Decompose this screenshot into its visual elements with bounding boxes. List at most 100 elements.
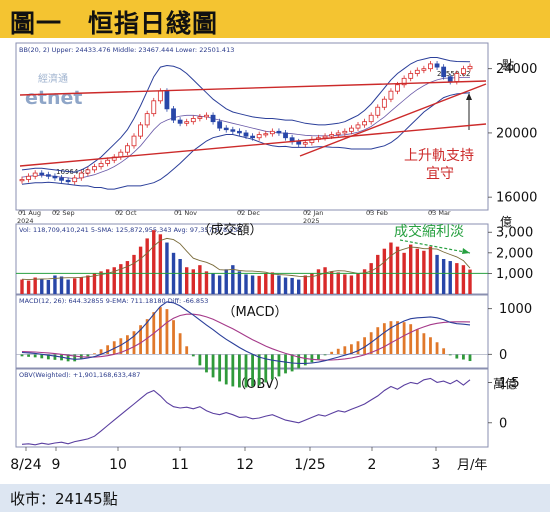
macd-histogram-bar [409, 324, 413, 355]
trend-support-line [299, 83, 487, 157]
trend-note-line1: 上升軌支持 [404, 148, 474, 164]
macd-histogram-bar [336, 348, 340, 355]
candle-body [243, 132, 249, 137]
trend-note-line2: 宜守 [426, 166, 454, 182]
candle-body [322, 135, 328, 139]
volume-info-label: Vol: 118,709,410,241 5-SMA: 125,872,955,… [19, 226, 242, 234]
volume-bar [382, 248, 387, 294]
macd-histogram-bar [40, 354, 44, 359]
candle-body [368, 114, 374, 123]
macd-histogram-bar [389, 321, 393, 355]
volume-bar [290, 277, 294, 294]
candle-body [269, 130, 275, 135]
macd-histogram-bar [462, 354, 465, 360]
candle-body [26, 175, 31, 180]
macd-histogram-bar [442, 348, 446, 355]
candle-body [296, 141, 302, 145]
volume-bar [73, 278, 77, 294]
volume-bar [336, 272, 340, 294]
macd-histogram-bar [132, 331, 136, 355]
title-bar: 圖一 恒指日綫圖 [0, 0, 550, 38]
macd-histogram-bar [402, 322, 406, 355]
volume-bar [415, 248, 419, 294]
price-xtick-label: 02 Sep [52, 209, 75, 217]
volume-bar [237, 271, 242, 294]
volume-bar [46, 280, 51, 294]
volume-bar [389, 242, 393, 294]
macd-histogram-bar [356, 341, 360, 355]
volume-bar [92, 273, 97, 294]
macd-histogram-bar [284, 354, 287, 374]
candle-body [408, 73, 414, 79]
candle-body [184, 121, 190, 124]
price-series-bb-middle [21, 76, 471, 180]
month-tick-label: 10 [109, 457, 127, 473]
candle-body [388, 90, 394, 100]
chart-canvas: 經濟通 etnet BB(20, 2) Upper: 24433.476 Mid… [10, 42, 537, 473]
candle-body [157, 90, 163, 102]
volume-bar [343, 274, 347, 294]
volume-bar [250, 275, 255, 294]
candle-body [454, 73, 460, 82]
macd-histogram-bar [363, 337, 366, 355]
macd-histogram-bar [415, 329, 419, 355]
candle-body [85, 169, 91, 174]
candle-body [447, 76, 453, 82]
volume-bar [455, 263, 459, 294]
candle-body [355, 124, 361, 129]
volume-bar [461, 265, 466, 294]
candle-body [342, 130, 348, 134]
candle-body [223, 127, 229, 131]
volume-bar [99, 271, 103, 294]
macd-histogram-bar [448, 354, 452, 356]
macd-histogram-bar [224, 354, 228, 385]
macd-histogram-bar [218, 354, 222, 382]
macd-histogram-bar [270, 354, 274, 380]
volume-sma-line [21, 237, 471, 281]
candle-body [164, 90, 170, 110]
volume-bar [277, 275, 281, 294]
macd-histogram-bar [435, 342, 439, 355]
macd-histogram-bar [264, 354, 268, 383]
macd-histogram-bar [310, 354, 314, 363]
obv-info-label: OBV(Weighted): +1,901,168,633,487 [19, 371, 140, 379]
volume-bar [428, 246, 433, 294]
volume-bar [264, 273, 268, 294]
candle-body [263, 133, 269, 136]
macd-histogram-bar [231, 354, 235, 387]
price-xtick-label: 03 Mar [428, 209, 451, 217]
volume-bar [369, 263, 373, 294]
macd-ytick-label: 0 [499, 348, 507, 363]
candle-body [105, 159, 111, 164]
macd-histogram-bar [238, 354, 241, 388]
month-tick-label: 11 [171, 457, 189, 473]
macd-histogram-bar [73, 354, 77, 362]
price-unit-label: 點 [502, 58, 514, 72]
macd-histogram-bar [178, 333, 182, 355]
closing-price-label: 收市：24145點 [10, 490, 118, 508]
candle-body [151, 100, 157, 115]
volume-bar [53, 275, 57, 294]
volume-bar [316, 269, 321, 294]
candle-body [237, 130, 242, 134]
macd-histogram-bar [251, 354, 254, 387]
macd-histogram-bar [317, 354, 320, 360]
candle-body [375, 106, 381, 116]
volume-bar [303, 275, 307, 294]
year-label-2024: 2024 [17, 217, 34, 225]
volume-bar [105, 269, 110, 294]
candle-body [52, 175, 58, 179]
macd-histogram-bar [158, 307, 162, 355]
candle-body [59, 177, 64, 181]
bb-info-label: BB(20, 2) Upper: 24433.476 Middle: 23467… [19, 46, 234, 54]
x-unit-label: 月/年 [457, 458, 487, 473]
macd-histogram-bar [455, 354, 459, 359]
volume-bar [158, 234, 163, 294]
watermark-cn: 經濟通 [38, 72, 68, 85]
candle-body [395, 84, 400, 92]
macd-histogram-bar [27, 354, 30, 357]
volume-bar [362, 269, 367, 294]
macd-histogram-bar [211, 354, 215, 378]
candle-body [349, 127, 354, 132]
macd-histogram-bar [376, 327, 380, 355]
